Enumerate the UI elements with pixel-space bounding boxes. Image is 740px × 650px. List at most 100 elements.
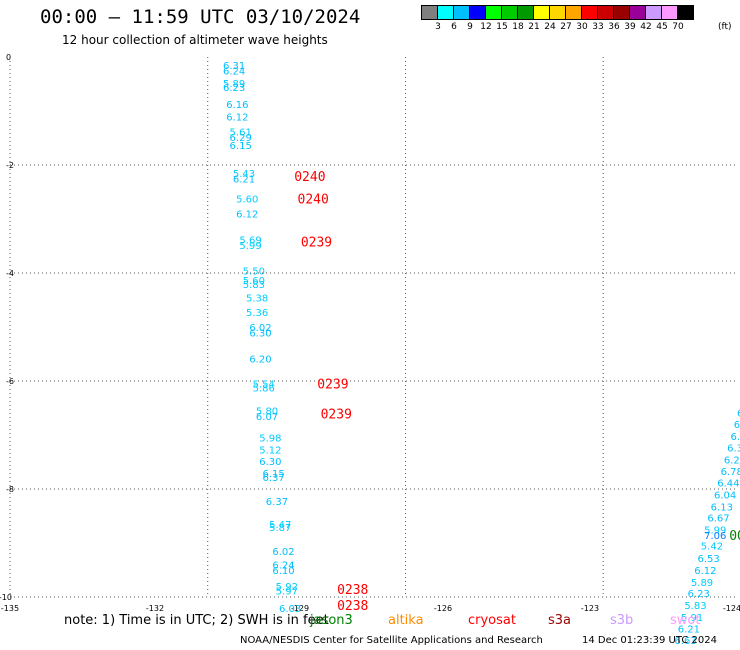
- wave-height-value: 6.67: [707, 514, 729, 525]
- x-tick-label: -132: [146, 604, 164, 613]
- colorbar-label: 12: [480, 22, 492, 32]
- wave-height-value: 6.28: [724, 455, 740, 466]
- colorbar-label: 42: [640, 22, 652, 32]
- wave-height-value: 5.97: [276, 587, 298, 598]
- footnote: note: 1) Time is in UTC; 2) SWH is in fe…: [64, 613, 329, 628]
- wave-height-value: 5.99: [704, 526, 726, 537]
- wave-height-value: 5.60: [236, 194, 258, 205]
- wave-height-value: 5.50: [243, 266, 265, 277]
- wave-height-value: 6.15: [263, 469, 285, 480]
- wave-height-value: 6.09: [737, 408, 740, 419]
- wave-height-value: 6.31: [223, 61, 245, 72]
- wave-height-value: 6.21: [678, 624, 700, 635]
- wave-height-value: 6.15: [230, 141, 252, 152]
- wave-height-value: 6.53: [698, 554, 720, 565]
- wave-height-value: 7.06: [704, 531, 726, 542]
- wave-height-value: 6.10: [272, 566, 294, 577]
- wave-height-value: 6.03: [279, 604, 301, 615]
- legend-cryosat: cryosat: [468, 613, 516, 628]
- wave-height-value: 6.56: [734, 420, 740, 431]
- generation-timestamp: 14 Dec 01:23:39 UTC 2024: [582, 635, 717, 646]
- wave-height-value: 6.63: [674, 636, 696, 647]
- chart-subtitle: 12 hour collection of altimeter wave hei…: [62, 33, 328, 47]
- legend-swot: swot: [670, 613, 701, 628]
- wave-height-value: 6.37: [266, 497, 288, 508]
- pass-time-label: 0240: [298, 192, 329, 207]
- wave-height-value: 6.39: [727, 443, 740, 454]
- legend-s3a: s3a: [548, 613, 572, 628]
- y-tick-label: -2: [6, 161, 14, 170]
- wave-height-value: 5.36: [246, 308, 268, 319]
- wave-height-value: 6.13: [711, 502, 733, 513]
- wave-height-value: 5.92: [276, 582, 298, 593]
- wave-height-value: 6.30: [259, 457, 281, 468]
- wave-height-value: 6.24: [223, 67, 245, 78]
- colorbar-label: 36: [608, 22, 620, 32]
- wave-height-value: 6.07: [256, 412, 278, 423]
- wave-height-value: 6.24: [272, 561, 294, 572]
- x-tick-label: -123: [581, 604, 599, 613]
- wave-height-value: 5.87: [269, 523, 291, 534]
- wave-height-value: 6.16: [226, 100, 248, 111]
- colorbar-label: 39: [624, 22, 636, 32]
- wave-height-value: 6.23: [223, 83, 245, 94]
- x-tick-label: -126: [434, 604, 452, 613]
- pass-time-label: 0239: [301, 236, 332, 251]
- colorbar-label: 21: [528, 22, 540, 32]
- wave-height-value: 5.60: [243, 276, 265, 287]
- wave-height-value: 5.38: [246, 293, 268, 304]
- wave-height-value: 6.78: [721, 467, 740, 478]
- y-tick-label: -8: [6, 485, 14, 494]
- wave-height-value: 5.99: [239, 241, 261, 252]
- legend-s3b: s3b: [610, 613, 634, 628]
- wave-height-value: 5.80: [256, 407, 278, 418]
- wave-height-value: 6.44: [717, 479, 739, 490]
- wave-height-value: 6.23: [688, 589, 710, 600]
- colorbar-label: 3: [435, 22, 441, 32]
- wave-height-value: 5.83: [684, 601, 706, 612]
- colorbar-label: 70: [672, 22, 684, 32]
- colorbar-swatch: [677, 5, 694, 20]
- wave-height-value: 6.02: [272, 547, 294, 558]
- wave-height-value: 5.43: [233, 169, 255, 180]
- wave-height-value: 5.89: [223, 79, 245, 90]
- colorbar-label: 18: [512, 22, 524, 32]
- x-tick-label: -124: [723, 604, 740, 613]
- colorbar: [421, 5, 694, 20]
- wave-height-value: 6.21: [233, 175, 255, 186]
- pass-time-label: 0043: [729, 529, 740, 544]
- pass-time-label: 0238: [337, 583, 368, 598]
- pass-time-label: 0239: [321, 407, 352, 422]
- pass-time-label: 0238: [337, 599, 368, 614]
- wave-height-value: 5.86: [253, 383, 275, 394]
- colorbar-label: 45: [656, 22, 668, 32]
- wave-height-value: 6.37: [263, 473, 285, 484]
- colorbar-labels: 3 6 9 12 15 18 21 24 27 30 33 36 39 42 45 70: [422, 22, 686, 32]
- chart-title: 00:00 – 11:59 UTC 03/10/2024: [40, 6, 361, 28]
- wave-height-value: 6.12: [226, 112, 248, 123]
- colorbar-label: 9: [467, 22, 473, 32]
- wave-height-value: 5.12: [259, 446, 281, 457]
- legend-altika: altika: [388, 613, 424, 628]
- wave-height-value: 6.20: [249, 354, 271, 365]
- wave-height-value: 5.54: [253, 380, 275, 391]
- wave-height-value: 5.83: [243, 280, 265, 291]
- wave-height-value: 5.69: [239, 236, 261, 247]
- colorbar-label: 33: [592, 22, 604, 32]
- wave-height-value: 6.29: [230, 133, 252, 144]
- y-tick-label: 0: [6, 53, 11, 62]
- y-tick-label: -10: [0, 593, 12, 602]
- colorbar-unit: (ft): [718, 22, 732, 32]
- wave-height-value: 5.47: [269, 520, 291, 531]
- colorbar-label: 6: [451, 22, 457, 32]
- colorbar-label: 30: [576, 22, 588, 32]
- pass-time-label: 0240: [294, 170, 325, 185]
- x-tick-label: -135: [1, 604, 19, 613]
- y-tick-label: -6: [6, 377, 14, 386]
- wave-height-value: 6.30: [249, 328, 271, 339]
- wave-height-value: 6.12: [236, 210, 258, 221]
- credit-line: NOAA/NESDIS Center for Satellite Applica…: [240, 635, 543, 646]
- colorbar-label: 24: [544, 22, 556, 32]
- wave-height-value: 6.12: [694, 566, 716, 577]
- colorbar-label: 27: [560, 22, 572, 32]
